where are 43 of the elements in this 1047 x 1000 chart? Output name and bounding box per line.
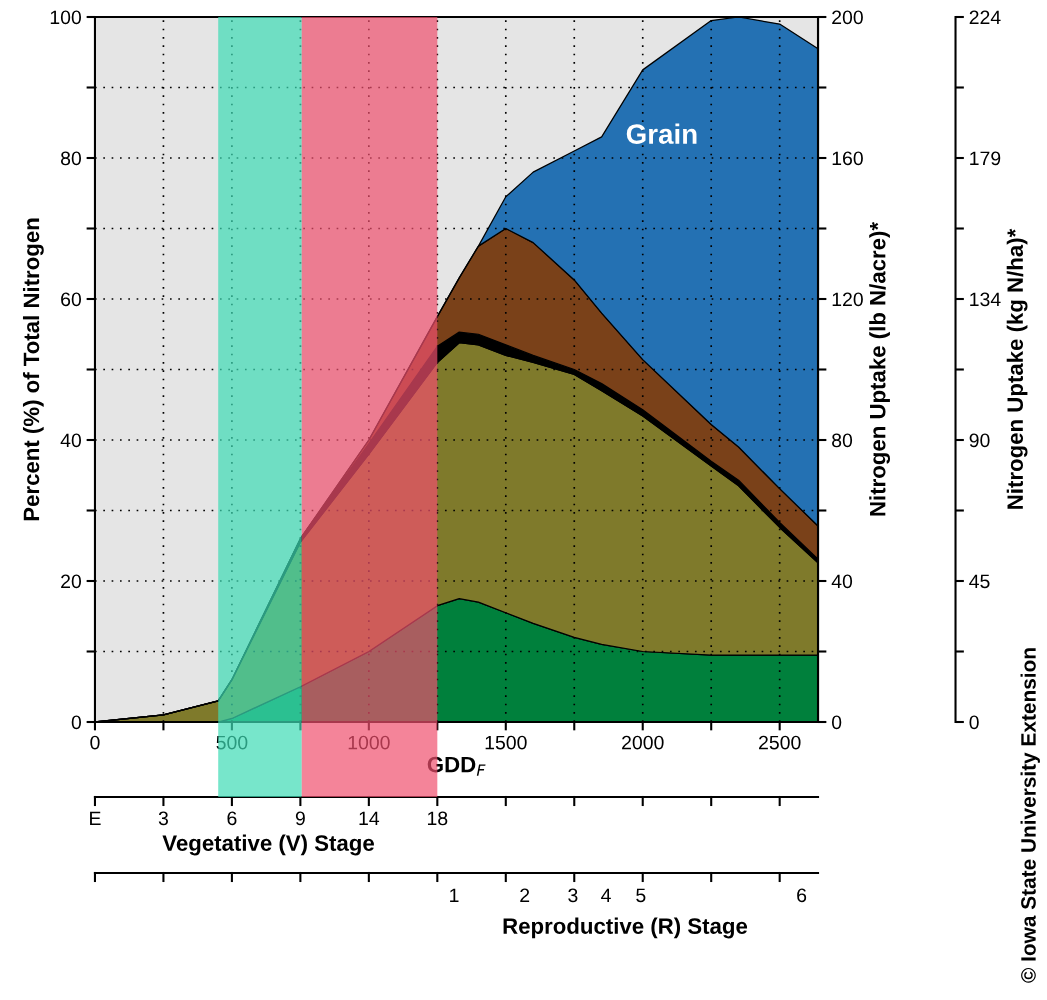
text: Vegetative (V) Stage xyxy=(162,834,374,856)
y3-axis-title: Nitrogen Uptake (kg N/ha)* xyxy=(1006,228,1028,509)
y2-tick-label: 160 xyxy=(832,151,863,166)
y-tick-label: 100 xyxy=(50,10,82,25)
y2-tick-label: 80 xyxy=(832,433,853,448)
x-axis-title: GDD$_{F}$ xyxy=(427,756,486,776)
text: 1 xyxy=(450,888,459,903)
text: 3 xyxy=(158,811,168,826)
y3-tick-label: 90 xyxy=(969,433,990,448)
y3-tick-label: 45 xyxy=(969,574,990,589)
y-tick-label: 40 xyxy=(60,433,82,448)
text: Reproductive (R) Stage xyxy=(503,917,748,939)
text: 6 xyxy=(227,811,237,826)
text: 6 xyxy=(797,888,807,903)
y-tick-label: 20 xyxy=(61,574,82,589)
text: © Iowa State University Extension xyxy=(1020,648,1040,983)
series-label: Grain xyxy=(626,123,697,144)
text: 2 xyxy=(520,888,530,903)
y-tick-label: 60 xyxy=(61,292,82,307)
text: 9 xyxy=(295,811,305,826)
text: 5 xyxy=(636,888,646,903)
y3-tick-label: 134 xyxy=(970,292,1001,307)
x-tick-label: 2000 xyxy=(622,735,664,750)
y2-tick-label: 200 xyxy=(832,10,863,25)
x-tick-label: 1000 xyxy=(348,735,390,750)
y2-tick-label: 0 xyxy=(831,715,842,730)
y3-tick-label: 0 xyxy=(969,715,979,730)
y2-tick-label: 40 xyxy=(831,574,853,589)
x-tick-label: 0 xyxy=(90,735,100,750)
y2-tick-label: 120 xyxy=(832,292,863,307)
y-tick-label: 80 xyxy=(60,151,82,166)
y-axis-title: Percent (%) of Total Nitrogen xyxy=(22,218,44,521)
text: 14 xyxy=(359,811,380,826)
x-tick-label: 1500 xyxy=(485,735,527,750)
x-tick-label: 2500 xyxy=(759,735,801,750)
text: 4 xyxy=(601,888,611,903)
text: 18 xyxy=(427,811,448,826)
y-tick-label: 0 xyxy=(71,715,82,730)
y3-tick-label: 224 xyxy=(969,10,1001,25)
text: E xyxy=(90,811,101,826)
text: 3 xyxy=(568,888,578,903)
y2-axis-title: Nitrogen Uptake (lb N/acre)* xyxy=(869,221,891,516)
y3-tick-label: 179 xyxy=(970,151,1001,166)
